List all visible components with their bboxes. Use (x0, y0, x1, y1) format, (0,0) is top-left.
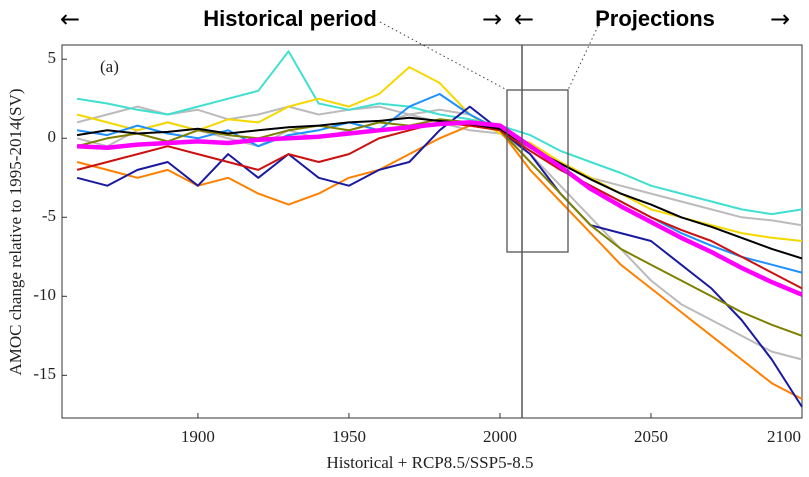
projections-label: Projections (595, 6, 715, 31)
series-line (76, 93, 803, 274)
y-tick-label: -15 (33, 364, 56, 383)
plot-frame (61, 44, 803, 419)
y-tick-label: 0 (48, 127, 57, 146)
series-line (76, 50, 803, 216)
y-axis-label: AMOC change relative to 1995-2014(SV) (6, 88, 25, 375)
series-line (76, 118, 803, 337)
historical-label: Historical period (203, 6, 377, 31)
series-line (76, 116, 803, 260)
callout-line (567, 21, 601, 91)
y-tick-label: -10 (33, 285, 56, 304)
y-tick-label: -5 (42, 206, 56, 225)
x-tick-label: 2000 (483, 427, 517, 446)
series-line (76, 120, 803, 297)
x-tick-label: 1950 (332, 427, 366, 446)
callout-line (379, 21, 508, 91)
x-tick-label: 1900 (181, 427, 215, 446)
arrow-right: → (482, 5, 502, 33)
arrow-right: → (770, 5, 790, 33)
series-line (76, 105, 803, 227)
panel-label: (a) (100, 57, 119, 76)
x-tick-label: 2100 (767, 427, 801, 446)
x-axis-label: Historical + RCP8.5/SSP5-8.5 (326, 453, 533, 472)
x-tick-label: 2050 (634, 427, 668, 446)
series-line (76, 105, 803, 408)
arrow-left: ← (60, 5, 80, 33)
y-tick-label: 5 (48, 48, 57, 67)
series-line (76, 124, 803, 400)
arrow-left: ← (514, 5, 534, 33)
highlight-box (506, 89, 569, 253)
